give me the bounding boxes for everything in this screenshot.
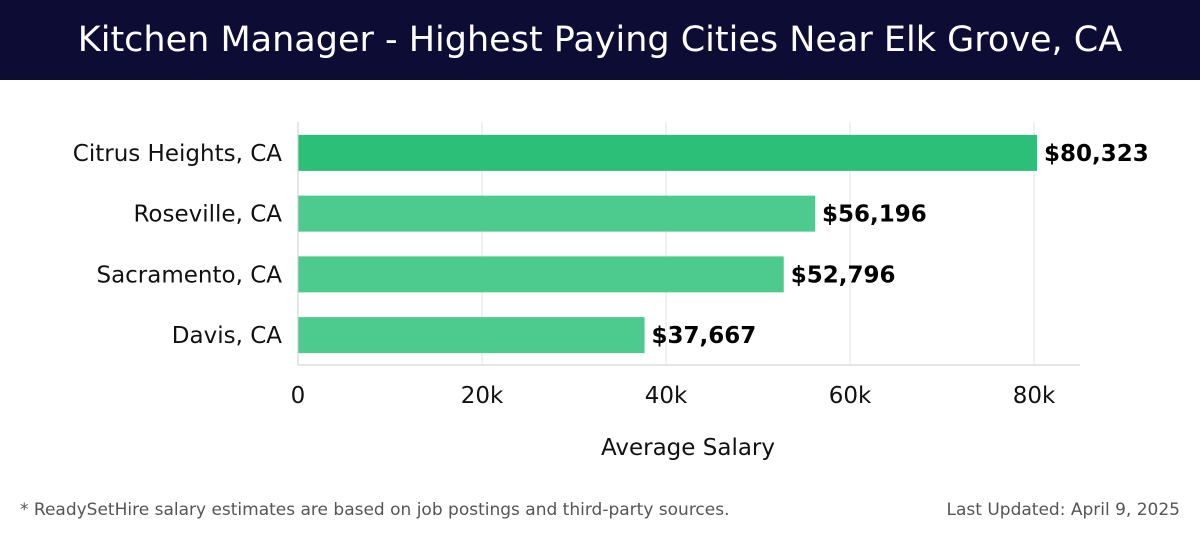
footer-disclaimer: * ReadySetHire salary estimates are base… <box>20 500 730 520</box>
x-axis-label: Average Salary <box>601 435 775 461</box>
x-tick-label: 0 <box>291 383 306 409</box>
bar-value-label: $52,796 <box>791 262 896 288</box>
bar <box>298 317 645 354</box>
bar-value-label: $37,667 <box>652 323 757 349</box>
x-tick-label: 20k <box>461 383 504 409</box>
bars: $80,323 $56,196 $52,796 $37,667 <box>298 134 1149 354</box>
salary-bar-chart: $80,323 $56,196 $52,796 $37,667 0 20k 40k 60k 8… <box>73 122 1149 461</box>
x-tick-label: 80k <box>1013 383 1056 409</box>
bar-value-label: $80,323 <box>1044 141 1149 167</box>
bar-value-label: $56,196 <box>822 202 927 228</box>
x-tick-label: 40k <box>645 383 688 409</box>
category-label: Sacramento, CA <box>96 262 282 288</box>
footer-last-updated: Last Updated: April 9, 2025 <box>946 500 1180 520</box>
x-tick-label: 60k <box>829 383 872 409</box>
page-title: Kitchen Manager - Highest Paying Cities … <box>77 20 1123 60</box>
category-label: Citrus Heights, CA <box>73 141 282 167</box>
axes: 0 20k 40k 60k 80k Citrus Heights, CA Roseville… <box>73 122 1080 409</box>
bar <box>298 134 1037 171</box>
bar <box>298 256 784 293</box>
bar <box>298 195 816 232</box>
header-banner: Kitchen Manager - Highest Paying Cities … <box>0 0 1200 80</box>
category-label: Roseville, CA <box>133 202 282 228</box>
category-label: Davis, CA <box>172 323 282 349</box>
